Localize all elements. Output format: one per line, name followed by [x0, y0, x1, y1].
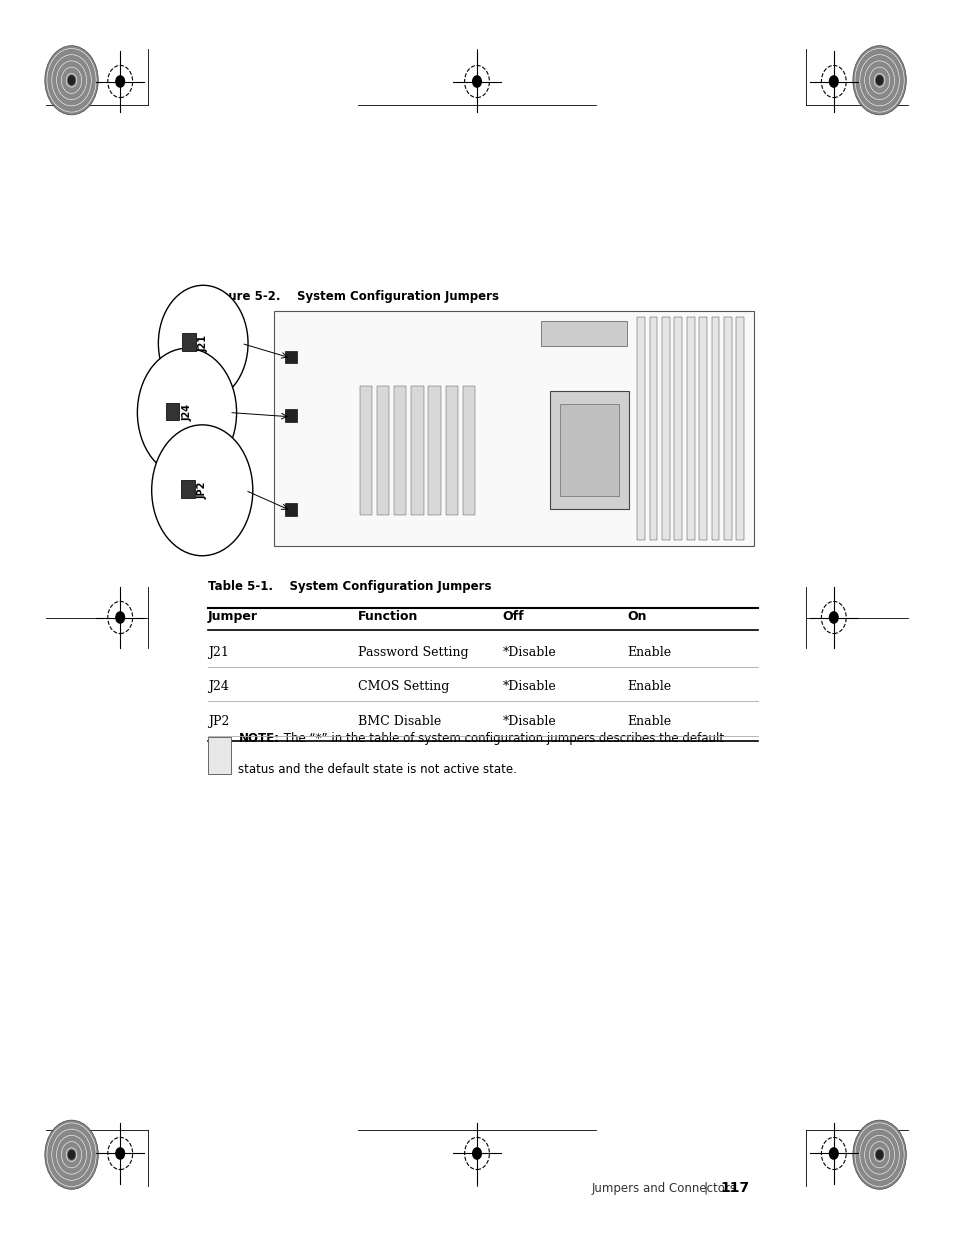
Circle shape: [828, 75, 838, 88]
Circle shape: [152, 425, 253, 556]
Bar: [723, 317, 731, 540]
Circle shape: [45, 46, 98, 115]
Circle shape: [45, 1120, 98, 1189]
Text: BMC Disable: BMC Disable: [357, 715, 440, 727]
Text: Function: Function: [357, 610, 417, 622]
Text: 117: 117: [720, 1181, 749, 1195]
Circle shape: [828, 1147, 838, 1160]
Circle shape: [875, 75, 882, 85]
Bar: [686, 317, 694, 540]
Circle shape: [852, 1120, 905, 1189]
Circle shape: [158, 285, 248, 401]
Bar: [182, 333, 195, 351]
Circle shape: [137, 348, 236, 477]
Bar: [428, 385, 440, 515]
Bar: [285, 410, 296, 422]
Text: Password Setting: Password Setting: [357, 646, 468, 658]
Bar: [445, 385, 457, 515]
Bar: [711, 317, 719, 540]
Text: JP2: JP2: [208, 715, 229, 727]
Bar: [359, 385, 372, 515]
Text: CMOS Setting: CMOS Setting: [357, 680, 449, 693]
Bar: [285, 504, 296, 516]
Bar: [736, 317, 743, 540]
Bar: [462, 385, 475, 515]
Bar: [394, 385, 406, 515]
Bar: [559, 404, 618, 496]
Bar: [181, 480, 194, 498]
Circle shape: [115, 611, 125, 624]
Text: *Disable: *Disable: [502, 680, 556, 693]
Text: Table 5-1.    System Configuration Jumpers: Table 5-1. System Configuration Jumpers: [208, 579, 491, 593]
Bar: [285, 351, 296, 363]
Circle shape: [472, 1147, 481, 1160]
Text: JP2: JP2: [197, 482, 207, 499]
Circle shape: [852, 46, 905, 115]
Text: *Disable: *Disable: [502, 646, 556, 658]
Bar: [166, 403, 179, 420]
Bar: [649, 317, 657, 540]
Text: On: On: [627, 610, 646, 622]
Text: NOTE:: NOTE:: [238, 731, 279, 745]
Bar: [674, 317, 681, 540]
Text: J21: J21: [208, 646, 229, 658]
Circle shape: [68, 75, 75, 85]
Text: status and the default state is not active state.: status and the default state is not acti…: [238, 763, 517, 777]
Text: *Disable: *Disable: [502, 715, 556, 727]
Circle shape: [828, 611, 838, 624]
Text: Jumper: Jumper: [208, 610, 257, 622]
Bar: [699, 317, 706, 540]
Circle shape: [68, 1150, 75, 1160]
Bar: [550, 391, 628, 509]
Circle shape: [115, 75, 125, 88]
Text: J21: J21: [198, 335, 208, 352]
Text: Enable: Enable: [627, 680, 671, 693]
Bar: [661, 317, 669, 540]
Bar: [411, 385, 423, 515]
Bar: [376, 385, 389, 515]
Bar: [274, 311, 753, 546]
Text: Enable: Enable: [627, 715, 671, 727]
Text: Jumpers and Connectors: Jumpers and Connectors: [591, 1182, 736, 1194]
Text: The “*” in the table of system configuration jumpers describes the default: The “*” in the table of system configura…: [280, 731, 724, 745]
Circle shape: [115, 1147, 125, 1160]
Bar: [540, 321, 626, 346]
Text: J24: J24: [208, 680, 229, 693]
Bar: [208, 737, 231, 774]
Bar: [637, 317, 644, 540]
Text: J24: J24: [182, 404, 192, 421]
Circle shape: [875, 1150, 882, 1160]
Text: Figure 5-2.    System Configuration Jumpers: Figure 5-2. System Configuration Jumpers: [208, 289, 498, 303]
Text: Enable: Enable: [627, 646, 671, 658]
Circle shape: [472, 75, 481, 88]
Text: |: |: [703, 1182, 707, 1194]
Text: Off: Off: [502, 610, 524, 622]
